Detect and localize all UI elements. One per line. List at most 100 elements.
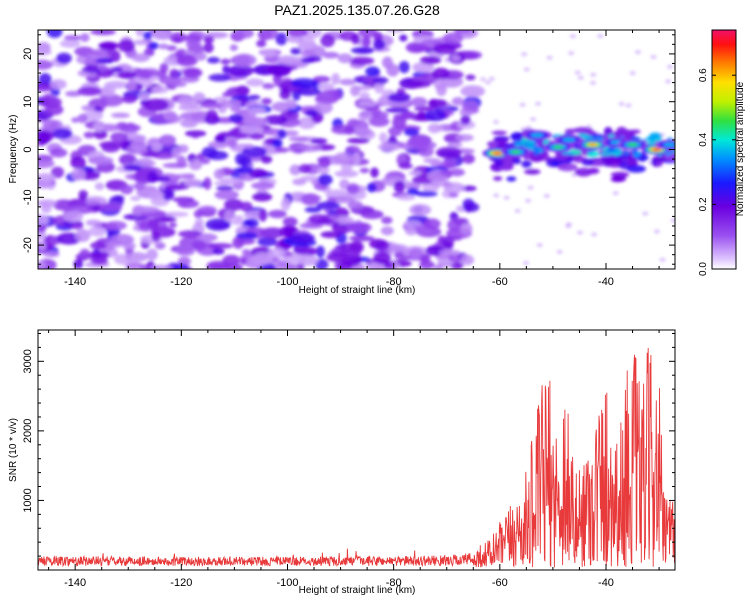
heatmap-cell-796 <box>362 36 371 48</box>
heatmap-cell-862 <box>110 234 135 246</box>
heatmap-cell-805 <box>231 53 257 67</box>
heatmap-cell-610 <box>358 110 373 121</box>
snr-x-label: Height of straight line (km) <box>299 585 416 596</box>
heatmap-cell-685 <box>77 113 88 124</box>
heatmap-cell-660 <box>205 218 231 231</box>
heatmap-cell-1004 <box>506 176 517 182</box>
heatmap-cell-795 <box>45 104 64 116</box>
heatmap-cell-404 <box>350 85 361 97</box>
heatmap-cell-300 <box>101 142 120 153</box>
colorbar-label: Normalized spectral amplitude <box>735 81 746 216</box>
heatmap-cell-977 <box>491 130 508 135</box>
colorbar-ticks: 0.0 0.2 0.4 0.6 <box>698 68 736 276</box>
heatmap-cell-879 <box>130 138 147 152</box>
heatmap-cell-1040 <box>581 158 594 166</box>
heatmap-cell-672 <box>233 30 254 39</box>
top-x-tick-label-3: -80 <box>386 276 402 288</box>
heatmap-cell-41 <box>289 164 302 176</box>
heatmap-cell-399 <box>105 220 127 231</box>
heatmap-cell-600 <box>277 129 287 139</box>
heatmap-cell-888 <box>274 147 290 153</box>
heatmap-cell-630 <box>359 167 370 174</box>
heatmap-cell-809 <box>228 114 244 123</box>
heatmap-cell-933 <box>642 211 649 216</box>
heatmap-cell-892 <box>432 67 450 80</box>
heatmap-cell-587 <box>433 264 444 269</box>
heatmap-cell-569 <box>337 53 353 64</box>
heatmap-cell-890 <box>263 30 278 40</box>
heatmap-cell-217 <box>42 251 60 258</box>
heatmap-cell-679 <box>380 226 394 236</box>
heatmap-cell-153 <box>386 63 400 77</box>
heatmap-cell-891 <box>81 105 96 111</box>
heatmap-cell-853 <box>149 264 174 269</box>
heatmap-cell-719 <box>259 227 286 239</box>
heatmap-cell-588 <box>178 104 203 111</box>
heatmap-cell-628 <box>345 145 361 153</box>
heatmap-cell-704 <box>298 164 312 174</box>
heatmap-cell-778 <box>397 194 416 201</box>
heatmap-cell-889 <box>190 131 201 139</box>
heatmap-cell-797 <box>42 119 59 132</box>
heatmap-cell-567 <box>59 39 81 48</box>
heatmap-cell-923 <box>536 243 543 248</box>
heatmap-cell-763 <box>138 221 151 231</box>
heatmap-cell-102 <box>166 45 177 51</box>
heatmap-cell-887 <box>268 63 292 76</box>
heatmap-cell-551 <box>38 240 46 251</box>
heatmap-cell-139 <box>290 47 302 55</box>
heatmap-cell-1085 <box>557 163 578 172</box>
colorbar-tick-label-3: 0.6 <box>698 68 709 82</box>
heatmap-cell-771 <box>267 248 286 259</box>
heatmap-cell-402 <box>459 50 482 60</box>
heatmap-cell-658 <box>249 132 265 140</box>
heatmap-cell-686 <box>176 54 198 67</box>
heatmap-cell-899 <box>463 202 480 212</box>
heatmap-cell-650 <box>347 200 364 210</box>
heatmap-cell-785 <box>49 79 67 90</box>
heatmap-cell-166 <box>146 248 158 261</box>
heatmap-cell-559 <box>213 168 225 180</box>
heatmap-cell-718 <box>237 165 254 174</box>
heatmap-cell-632 <box>79 248 91 259</box>
heatmap-cell-904 <box>570 34 576 39</box>
heatmap-cell-620 <box>235 152 246 166</box>
heatmap-cell-644 <box>208 73 231 82</box>
heatmap-cell-665 <box>179 111 206 121</box>
heatmap-cell-755 <box>256 39 267 48</box>
top-x-tick-label-4: -60 <box>492 276 508 288</box>
heatmap-cell-817 <box>85 200 101 206</box>
heatmap-cell-306 <box>38 158 55 169</box>
heatmap-cell-556 <box>388 126 403 137</box>
heatmap-cell-696 <box>193 209 204 219</box>
heatmap-cell-626 <box>52 128 73 140</box>
heatmap-cell-307 <box>369 111 389 119</box>
figure-title: PAZ1.2025.135.07.26.G28 <box>274 2 440 18</box>
heatmap-cell-752 <box>268 209 287 219</box>
heatmap-cell-959 <box>568 51 575 56</box>
heatmap-cell-442 <box>387 244 408 252</box>
heatmap-cell-944 <box>535 101 541 106</box>
top-y-tick-label-4: 20 <box>22 48 34 60</box>
heatmap-cell-759 <box>228 64 254 78</box>
heatmap-cell-283 <box>183 178 203 188</box>
heatmap-cell-174 <box>314 101 333 114</box>
heatmap-cell-215 <box>331 195 356 204</box>
signal-peak-9-level-6 <box>653 148 660 151</box>
heatmap-cell-708 <box>98 41 119 50</box>
heatmap-cell-1077 <box>494 136 510 141</box>
heatmap-cell-867 <box>197 233 218 242</box>
heatmap-cell-544 <box>316 201 341 210</box>
heatmap-cell-852 <box>424 109 447 122</box>
heatmap-cell-272 <box>414 106 433 112</box>
heatmap-cell-841 <box>194 52 207 61</box>
heatmap-cell-740 <box>360 209 384 220</box>
signal-peak-4-level-2 <box>562 137 576 142</box>
heatmap-cell-940 <box>590 80 596 85</box>
heatmap-cell-725 <box>276 261 291 268</box>
colorbar-gradient <box>712 30 736 269</box>
heatmap-cell-733 <box>175 245 196 256</box>
heatmap-cell-228 <box>93 129 108 140</box>
heatmap-cell-949 <box>591 232 598 237</box>
